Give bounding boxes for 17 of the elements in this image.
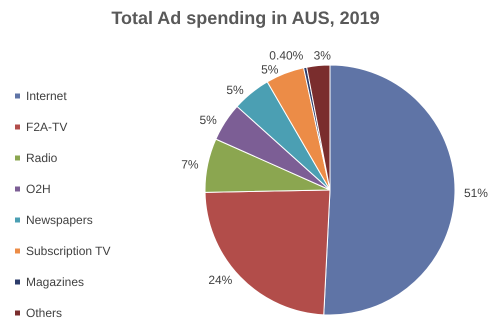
legend-label: Others — [26, 306, 62, 320]
legend-label: Newspapers — [26, 213, 93, 227]
data-label: 5% — [226, 82, 244, 97]
legend-label: Magazines — [26, 275, 84, 289]
data-label: 51% — [464, 186, 488, 200]
legend-label: Radio — [26, 151, 58, 165]
data-label: 7% — [181, 157, 199, 172]
legend-label: F2A-TV — [26, 120, 68, 134]
legend-label: Internet — [26, 89, 68, 103]
legend-label: O2H — [26, 182, 51, 196]
data-label: 3% — [314, 48, 332, 63]
data-label: 5% — [199, 112, 218, 127]
data-label: 24% — [208, 272, 233, 287]
data-label: 5% — [261, 62, 279, 77]
chart-title: Total Ad spending in AUS, 2019 — [111, 8, 380, 28]
data-label: 0.40% — [269, 48, 304, 63]
legend-label: Subscription TV — [26, 244, 110, 258]
